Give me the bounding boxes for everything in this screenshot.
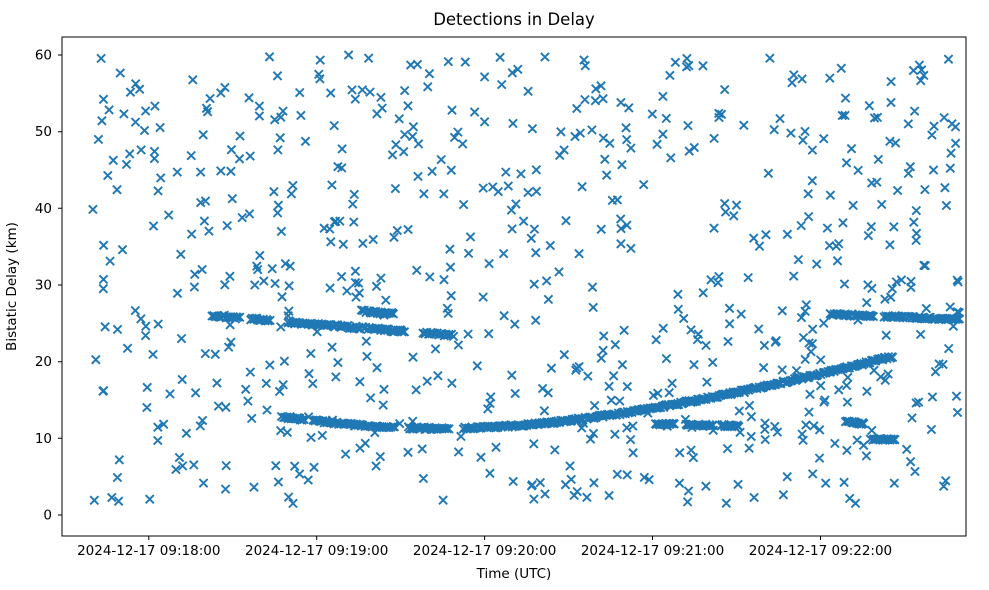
y-tick-label: 30 xyxy=(35,278,52,294)
y-tick-label: 50 xyxy=(35,124,52,140)
x-tick-label: 2024-12-17 09:22:00 xyxy=(749,543,892,559)
chart-title: Detections in Delay xyxy=(433,10,595,29)
y-tick-label: 20 xyxy=(35,354,52,370)
x-tick-label: 2024-12-17 09:18:00 xyxy=(77,543,220,559)
plot-content: 2024-12-17 09:18:00 2024-12-17 09:19:00 20… xyxy=(35,36,967,559)
x-tick-label: 2024-12-17 09:19:00 xyxy=(245,543,388,559)
y-tick-label: 10 xyxy=(35,431,52,447)
y-tick-label: 60 xyxy=(35,48,52,64)
y-tick-label: 0 xyxy=(43,507,52,523)
axis-ticks xyxy=(58,54,821,540)
x-tick-label: 2024-12-17 09:21:00 xyxy=(581,543,724,559)
x-tick-label: 2024-12-17 09:20:00 xyxy=(413,543,556,559)
y-tick-label: 40 xyxy=(35,201,52,217)
y-axis-label: Bistatic Delay (km) xyxy=(4,222,20,351)
x-axis-label: Time (UTC) xyxy=(476,566,552,582)
scatter-markers xyxy=(88,50,965,509)
plot-spines xyxy=(61,36,967,537)
